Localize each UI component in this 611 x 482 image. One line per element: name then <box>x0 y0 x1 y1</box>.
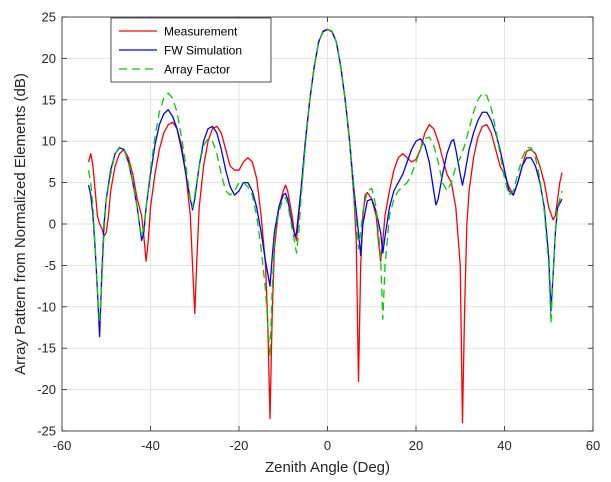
y-axis-label: Array Pattern from Normalized Elements (… <box>12 73 29 375</box>
y-tick-label: 10 <box>42 134 56 149</box>
y-axis: -25 -20 -15 -10 -5 0 5 10 15 20 25 <box>37 10 593 439</box>
legend-label-0: Measurement <box>164 25 238 39</box>
x-axis: -60 -40 -20 0 20 40 60 <box>53 17 600 453</box>
y-tick-label: -25 <box>37 424 56 439</box>
y-tick-label: 20 <box>42 51 56 66</box>
x-tick-label: 40 <box>497 438 511 453</box>
x-tick-label: 20 <box>409 438 423 453</box>
y-tick-label: 25 <box>42 10 56 25</box>
y-tick-label: 5 <box>49 175 56 190</box>
y-tick-label: -5 <box>44 258 56 273</box>
legend-label-2: Array Factor <box>164 63 230 77</box>
series-lines <box>87 28 563 424</box>
x-tick-label: -20 <box>230 438 249 453</box>
x-tick-label: -40 <box>141 438 160 453</box>
x-tick-label: -60 <box>53 438 72 453</box>
y-tick-label: -10 <box>37 299 56 314</box>
x-tick-label: 0 <box>324 438 331 453</box>
x-tick-label: 60 <box>586 438 600 453</box>
y-tick-label: 15 <box>42 92 56 107</box>
legend-label-1: FW Simulation <box>164 44 242 58</box>
legend: Measurement FW Simulation Array Factor <box>110 17 272 83</box>
y-tick-label: 0 <box>49 217 56 232</box>
y-tick-label: -15 <box>37 341 56 356</box>
series-line-1 <box>87 28 563 338</box>
x-axis-label: Zenith Angle (Deg) <box>265 459 390 476</box>
series-line-2 <box>87 28 563 358</box>
y-tick-label: -20 <box>37 382 56 397</box>
